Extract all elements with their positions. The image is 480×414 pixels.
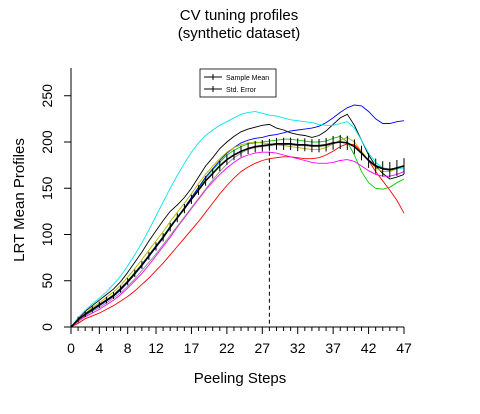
chart-subtitle: (synthetic dataset) [178, 25, 301, 42]
series-line-1 [70, 113, 405, 328]
series-line-5 [70, 111, 405, 328]
x-tick-label: 47 [396, 340, 412, 356]
x-tick-label: 27 [255, 340, 271, 356]
x-tick-label: 8 [124, 340, 132, 356]
y-tick-label: 200 [39, 130, 55, 154]
series-line-2 [70, 143, 405, 328]
x-axis-label: Peeling Steps [194, 370, 287, 387]
series-layer [70, 104, 405, 328]
y-axis-label: LRT Mean Profiles [11, 138, 28, 262]
legend: Sample Mean Std. Error [199, 68, 277, 98]
mean-layer [70, 135, 405, 328]
y-tick-label: 150 [39, 176, 55, 200]
y-tick-label: 100 [39, 223, 55, 247]
x-tick-label: 22 [219, 340, 235, 356]
x-tick-label: 32 [290, 340, 306, 356]
x-tick-label: 17 [184, 340, 200, 356]
x-tick-label: 0 [67, 340, 75, 356]
chart-title: CV tuning profiles [180, 7, 298, 24]
series-line-8 [70, 141, 405, 328]
x-tick-label: 42 [361, 340, 377, 356]
x-tick-label: 12 [148, 340, 164, 356]
series-line-3 [70, 135, 405, 328]
axes-layer: 0 4 8 12 17 22 27 32 37 42 47 0 50 100 150 200 250 [39, 68, 412, 356]
sample-mean-line [70, 141, 405, 328]
x-tick-label: 4 [95, 340, 103, 356]
y-tick-label: 0 [39, 323, 55, 331]
series-line-6 [70, 151, 405, 328]
series-line-7 [70, 136, 405, 328]
legend-entry-sample-mean: Sample Mean [226, 75, 269, 82]
legend-entry-std-error: Std. Error [226, 87, 257, 94]
y-tick-label: 50 [39, 273, 55, 289]
x-tick-label: 37 [325, 340, 341, 356]
legend-box [199, 68, 277, 98]
y-tick-label: 250 [39, 84, 55, 108]
